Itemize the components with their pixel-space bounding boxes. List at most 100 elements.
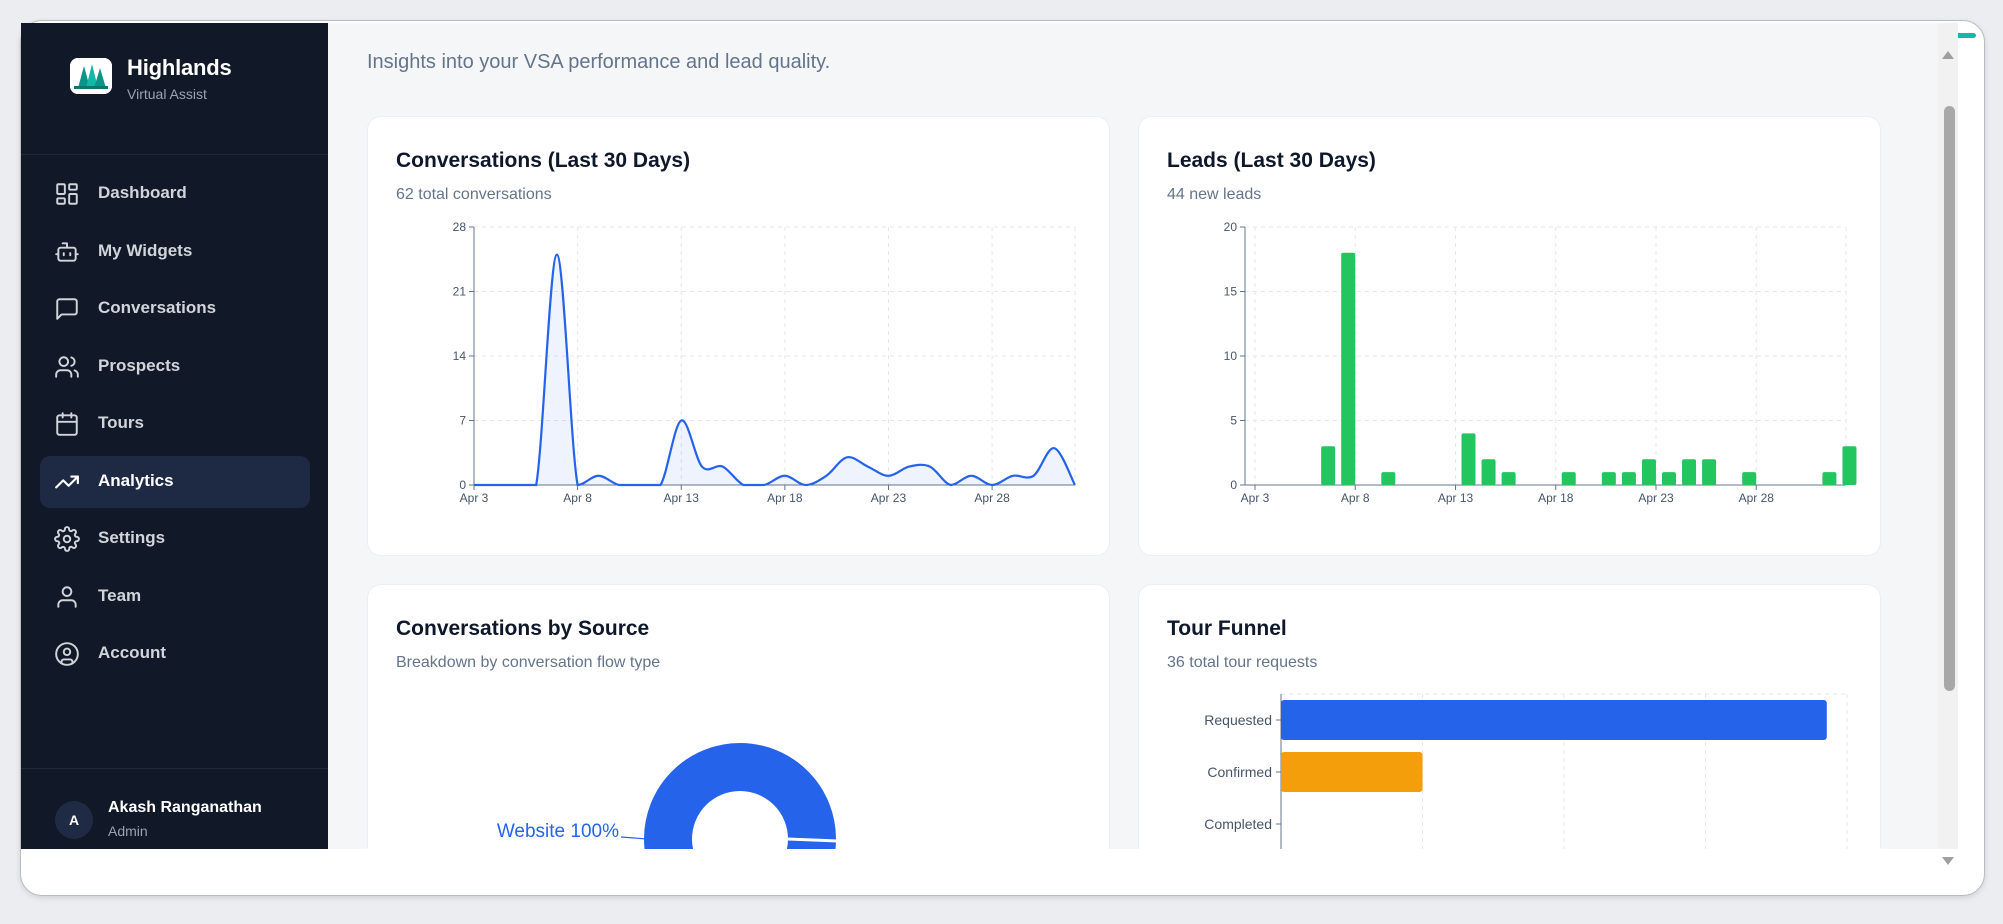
category-label: Requested	[1204, 712, 1272, 728]
sidebar: Highlands Virtual Assist Dashboard My Wi…	[21, 23, 328, 849]
donut-slice	[644, 743, 836, 849]
bar	[1742, 472, 1757, 485]
sidebar-item-label: Account	[98, 643, 166, 662]
x-tick-label: Apr 13	[664, 491, 700, 505]
source-donut-chart: Website 100%	[497, 743, 839, 849]
card-subtitle: 36 total tour requests	[1167, 654, 1318, 671]
y-tick-label: 21	[453, 285, 467, 299]
gear-icon	[54, 526, 80, 552]
sidebar-item-label: Prospects	[98, 355, 181, 375]
sidebar-item-label: Analytics	[98, 470, 174, 490]
x-tick-label: Apr 3	[460, 491, 489, 505]
sidebar-item-dashboard[interactable]: Dashboard	[40, 168, 310, 220]
x-tick-label: Apr 18	[1538, 491, 1574, 505]
x-tick-label: Apr 8	[563, 491, 592, 505]
bar	[1381, 472, 1396, 485]
y-tick-label: 10	[1224, 349, 1238, 363]
funnel-bar	[1281, 700, 1827, 740]
logo-icon	[70, 58, 112, 94]
x-tick-label: Apr 8	[1341, 491, 1370, 505]
sidebar-divider	[21, 768, 328, 769]
sidebar-item-my-widgets[interactable]: My Widgets	[40, 226, 310, 278]
bar	[1341, 252, 1356, 485]
y-tick-label: 0	[1230, 478, 1237, 492]
main-content: Insights into your VSA performance and l…	[328, 23, 1938, 849]
sidebar-item-label: My Widgets	[98, 240, 193, 260]
user-name: Akash Ranganathan	[108, 799, 262, 816]
bar	[1621, 472, 1636, 485]
bar	[1601, 472, 1616, 485]
bar	[1321, 446, 1336, 485]
y-tick-label: 14	[453, 349, 467, 363]
bar	[1822, 472, 1837, 485]
bar	[1842, 446, 1857, 485]
leads-card: Leads (Last 30 Days) 44 new leads 0 5 10 15…	[1138, 116, 1881, 556]
user-role: Admin	[108, 823, 148, 839]
sidebar-item-analytics[interactable]: Analytics	[40, 455, 310, 508]
line-area	[474, 254, 1075, 485]
card-subtitle: 62 total conversations	[396, 186, 552, 203]
team-icon	[57, 585, 77, 608]
scroll-up-icon[interactable]	[1941, 49, 1955, 61]
sidebar-item-team[interactable]: Team	[40, 571, 310, 623]
x-tick-label: Apr 23	[871, 491, 907, 505]
card-title: Conversations (Last 30 Days)	[396, 149, 691, 172]
slice-gap	[787, 837, 839, 843]
funnel-bar	[1281, 752, 1423, 792]
avatar: A	[55, 801, 93, 839]
y-tick-label: 20	[1224, 220, 1238, 234]
x-tick-label: Apr 23	[1638, 491, 1674, 505]
x-tick-label: Apr 28	[1739, 491, 1775, 505]
x-tick-label: Apr 13	[1438, 491, 1474, 505]
conversations-card: Conversations (Last 30 Days) 62 total co…	[367, 116, 1110, 556]
series-line	[474, 253, 1076, 487]
sidebar-nav: Dashboard My Widgets Conversations Prosp…	[40, 168, 310, 686]
page-subtitle: Insights into your VSA performance and l…	[367, 51, 831, 73]
card-title: Tour Funnel	[1167, 617, 1287, 640]
scroll-down-icon[interactable]	[1941, 855, 1955, 867]
brand-subtitle: Virtual Assist	[127, 86, 207, 102]
sidebar-item-conversations[interactable]: Conversations	[40, 283, 310, 335]
y-tick-label: 15	[1224, 285, 1238, 299]
bar	[1501, 472, 1516, 485]
bar	[1662, 472, 1676, 485]
users-icon	[55, 355, 79, 378]
sidebar-item-label: Settings	[98, 528, 166, 547]
sidebar-item-label: Team	[98, 585, 142, 605]
bar	[1481, 459, 1496, 485]
trending-up-icon	[55, 475, 79, 488]
category-label: Confirmed	[1207, 764, 1272, 780]
y-tick-label: 7	[459, 414, 466, 428]
bar	[1702, 459, 1717, 485]
y-tick-label: 0	[459, 478, 466, 492]
sidebar-item-account[interactable]: Account	[40, 628, 310, 680]
label-leader	[620, 836, 648, 840]
card-subtitle: 44 new leads	[1167, 186, 1262, 203]
x-tick-label: Apr 28	[974, 491, 1010, 505]
bar	[1682, 459, 1697, 485]
y-tick-label: 28	[453, 220, 467, 234]
sidebar-item-label: Dashboard	[98, 183, 187, 202]
sidebar-divider	[21, 154, 328, 155]
scrollbar-thumb[interactable]	[1944, 106, 1955, 691]
account-icon	[55, 642, 79, 666]
sidebar-item-prospects[interactable]: Prospects	[40, 341, 310, 393]
source-card: Conversations by Source Breakdown by con…	[367, 584, 1110, 849]
tour-funnel-chart: RequestedConfirmedCompletedCancelled	[1204, 693, 1848, 849]
slice-label: Website 100%	[497, 821, 619, 842]
conversations-line-chart: 0 7 14 21 28 Apr 3 Apr 8 Apr 13 Apr 18 Apr 23 Apr …	[453, 220, 1076, 505]
sidebar-item-tours[interactable]: Tours	[40, 398, 310, 450]
bar	[1561, 472, 1576, 485]
bar	[1461, 433, 1476, 485]
y-tick-label: 5	[1230, 414, 1237, 428]
sidebar-item-settings[interactable]: Settings	[40, 513, 310, 565]
brand-name: Highlands	[127, 55, 232, 80]
category-label: Completed	[1204, 816, 1272, 832]
sidebar-item-label: Tours	[98, 413, 144, 432]
funnel-card: Tour Funnel 36 total tour requests Reque…	[1138, 584, 1881, 849]
card-title: Conversations by Source	[396, 617, 650, 640]
leads-bar-chart: 0 5 10 15 20 Apr 3 Apr 8 Apr 13 Apr 18 Apr 23 Apr …	[1224, 220, 1857, 505]
chat-icon	[56, 298, 78, 320]
sidebar-item-label: Conversations	[98, 298, 217, 317]
dashboard-icon	[56, 183, 78, 205]
